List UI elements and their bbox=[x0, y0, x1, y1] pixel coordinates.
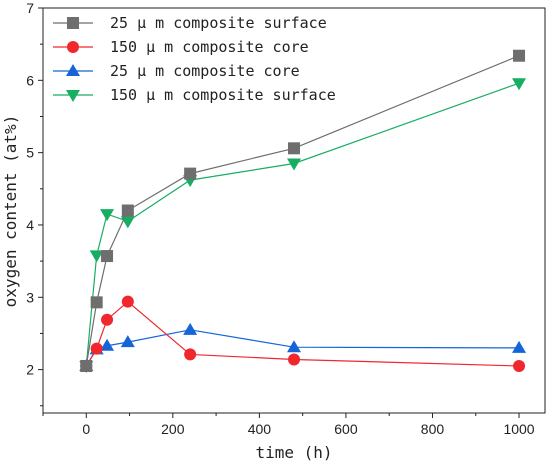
x-tick-label: 400 bbox=[248, 421, 272, 437]
legend-label: 150 μ m composite core bbox=[110, 38, 309, 56]
legend: 25 μ m composite surface 150 μ m composit… bbox=[53, 14, 336, 104]
x-axis-title: time (h) bbox=[255, 443, 332, 462]
x-tick-label: 800 bbox=[421, 421, 445, 437]
data-point bbox=[80, 359, 93, 372]
data-point bbox=[512, 340, 527, 353]
data-point bbox=[183, 322, 198, 335]
series-line bbox=[85, 300, 520, 367]
data-point bbox=[90, 342, 103, 355]
y-tick-label: 4 bbox=[26, 217, 34, 233]
x-tick-label: 1000 bbox=[503, 421, 534, 437]
data-point bbox=[288, 142, 300, 155]
x-axis-ticks: 0 200 400 600 800 1000 bbox=[42, 413, 535, 437]
plot-frame bbox=[42, 7, 546, 414]
legend-label: 25 μ m composite core bbox=[110, 62, 300, 80]
data-point bbox=[513, 49, 526, 62]
legend-item: 150 μ m composite core bbox=[53, 38, 309, 56]
data-point bbox=[287, 158, 301, 171]
data-point bbox=[184, 167, 197, 180]
data-point bbox=[288, 353, 300, 366]
data-point bbox=[121, 204, 134, 217]
y-tick-label: 6 bbox=[26, 72, 34, 88]
legend-marker bbox=[66, 64, 80, 76]
legend-item: 25 μ m composite core bbox=[53, 62, 300, 80]
series-layer bbox=[79, 49, 527, 373]
series-2 bbox=[80, 295, 526, 372]
data-point bbox=[184, 348, 197, 361]
legend-marker bbox=[67, 41, 79, 53]
legend-item: 25 μ m composite surface bbox=[53, 14, 327, 32]
data-point bbox=[513, 359, 526, 372]
data-point bbox=[100, 209, 115, 222]
data-point bbox=[101, 250, 114, 263]
series-line bbox=[85, 329, 520, 367]
legend-label: 25 μ m composite surface bbox=[110, 14, 327, 32]
y-axis-title: oxygen content (at%) bbox=[1, 115, 20, 308]
legend-label: 150 μ m composite surface bbox=[110, 86, 336, 104]
y-tick-label: 2 bbox=[26, 362, 34, 378]
series-4 bbox=[79, 78, 527, 373]
data-point bbox=[89, 250, 104, 263]
data-point bbox=[121, 295, 134, 308]
y-tick-label: 5 bbox=[26, 145, 34, 161]
legend-marker bbox=[67, 17, 79, 29]
data-point bbox=[287, 340, 301, 353]
data-point bbox=[101, 313, 114, 326]
data-point bbox=[100, 338, 115, 351]
series-line bbox=[85, 82, 520, 367]
x-tick-label: 600 bbox=[334, 421, 358, 437]
data-point bbox=[120, 335, 135, 348]
legend-item: 150 μ m composite surface bbox=[53, 86, 336, 104]
data-point bbox=[90, 296, 103, 309]
y-axis-ticks: 2 3 4 5 6 7 bbox=[26, 0, 43, 407]
x-tick-label: 0 bbox=[82, 421, 90, 437]
legend-marker bbox=[66, 90, 80, 102]
data-point bbox=[512, 78, 527, 91]
y-tick-label: 7 bbox=[26, 0, 34, 16]
series-1 bbox=[80, 49, 526, 372]
x-tick-label: 200 bbox=[161, 421, 185, 437]
y-tick-label: 3 bbox=[26, 289, 34, 305]
